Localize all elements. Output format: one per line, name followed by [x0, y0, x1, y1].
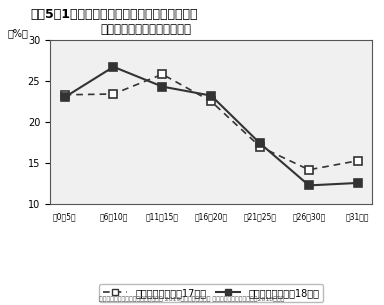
Text: 公益財団法人　東日本不動産流通機構 2019「築年数から見た 首都圏の不動産流通市場（2018年）」: 公益財団法人 東日本不動産流通機構 2019「築年数から見た 首都圏の不動産流通…: [99, 296, 285, 302]
Text: （%）: （%）: [8, 28, 29, 38]
Legend: 中古マンション（17年）, 中古マンション（18年）: 中古マンション（17年）, 中古マンション（18年）: [99, 284, 323, 302]
Text: 図表5－1　中古マンションの対新規登録成約率: 図表5－1 中古マンションの対新規登録成約率: [31, 8, 198, 21]
Text: （成約件数／新規登録件数）: （成約件数／新規登録件数）: [101, 23, 191, 36]
